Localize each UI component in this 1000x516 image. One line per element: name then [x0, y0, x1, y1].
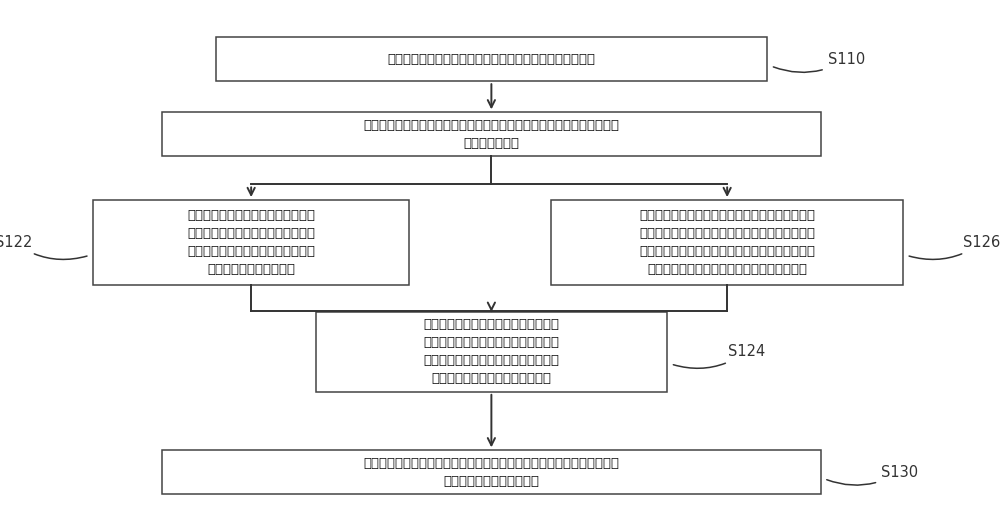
FancyBboxPatch shape [93, 200, 409, 285]
Text: 当压缩机的运行参数、温度数据以及所处环境的天气参数符合预设的进入
防潮模式条件时: 当压缩机的运行参数、温度数据以及所处环境的天气参数符合预设的进入 防潮模式条件时 [363, 119, 619, 150]
Text: 获取压缩机的运行参数、温度数据以及所处环境的天气参数: 获取压缩机的运行参数、温度数据以及所处环境的天气参数 [387, 53, 595, 66]
Text: S130: S130 [827, 464, 918, 485]
Text: S124: S124 [673, 344, 765, 368]
Text: 若当前环境湿度或未来预设时间内的平
均湿度大于或等于第二预设湿度值且小
于第三预设湿度值，则根据第一预设频
率调节条件增大压缩机的运行频率: 若当前环境湿度或未来预设时间内的平 均湿度大于或等于第二预设湿度值且小 于第三预… [423, 318, 559, 385]
FancyBboxPatch shape [162, 450, 821, 494]
FancyBboxPatch shape [551, 200, 903, 285]
Text: 当压缩机的温度数据和所处环境的天气参数符合预设的退出防潮模式条件
时，停止对压缩机进行加热: 当压缩机的温度数据和所处环境的天气参数符合预设的退出防潮模式条件 时，停止对压缩… [363, 457, 619, 488]
FancyBboxPatch shape [316, 312, 667, 392]
FancyBboxPatch shape [216, 38, 767, 81]
Text: 若当前环境湿度或未来预设时间内的平均湿度大于
或等于第三预设湿度值且小于或等于第四预设湿度
值，则根据第二预设频率调节条件增大压缩机的运
行频率，且开启压缩机的: 若当前环境湿度或未来预设时间内的平均湿度大于 或等于第三预设湿度值且小于或等于第… [639, 209, 815, 276]
Text: S122: S122 [0, 235, 87, 260]
Text: S126: S126 [909, 235, 1000, 260]
FancyBboxPatch shape [162, 112, 821, 156]
Text: 若当前环境湿度或未来预设时间内的
平均湿度大于或等于第一预设湿度值
且小于第二预设湿度值，则开启压缩
机的电加热装置进行加热: 若当前环境湿度或未来预设时间内的 平均湿度大于或等于第一预设湿度值 且小于第二预… [187, 209, 315, 276]
Text: S110: S110 [773, 52, 865, 72]
